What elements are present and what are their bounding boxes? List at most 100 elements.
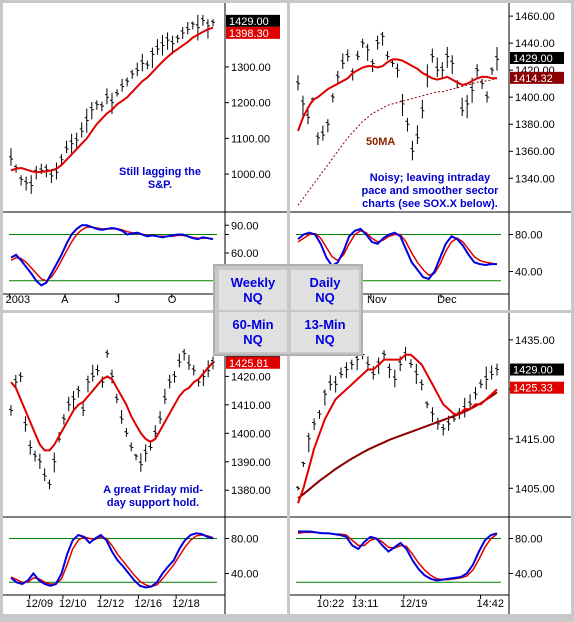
panel-daily-ytick-label-3: 1400.00 <box>515 92 555 104</box>
legend-60min-line2: NQ <box>243 332 263 347</box>
panel-weekly-price-bar-40 <box>211 19 215 27</box>
panel-weekly-background <box>3 3 287 310</box>
panel-daily-price-bar-16 <box>375 35 380 50</box>
panel-daily-price-bar-14 <box>365 43 370 61</box>
panel-min13-price-bar-33 <box>473 386 478 400</box>
panel-weekly-xtick-label-1: A <box>61 294 69 306</box>
panel-daily-price-bar-13 <box>360 38 365 49</box>
panel-daily-ytick-label-6: 1340.00 <box>515 173 555 185</box>
panel-min13-moving-average-line <box>297 353 498 504</box>
panel-min60-price-bar-11 <box>61 413 66 425</box>
panel-min60-price-bar-37 <box>186 354 191 371</box>
legend-weekly-line1: Weekly <box>230 275 276 290</box>
panel-weekly-price-bar-12 <box>69 133 74 156</box>
panel-min60-price-bar-29 <box>148 442 153 451</box>
panel-daily-price-bar-5 <box>320 125 325 141</box>
panel-daily-price-tag-label-1: 1414.32 <box>513 73 553 85</box>
panel-weekly-ytick-label-0: 1000.00 <box>231 169 271 181</box>
panel-weekly-price-bar-19 <box>104 88 109 105</box>
panel-daily-price-bar-19 <box>390 59 395 68</box>
panel-min60-price-bar-0 <box>9 405 13 416</box>
panel-min60-osc-tick-label-1: 40.00 <box>231 569 259 581</box>
panel-min13-price-bar-22 <box>414 363 419 385</box>
panel-daily-price-bar-22 <box>405 117 410 132</box>
panel-min60-ytick-label-3: 1390.00 <box>231 457 271 469</box>
panel-min13-price-bar-1 <box>301 461 306 468</box>
panel-min60-xtick-label-2: 12/12 <box>97 598 125 610</box>
panel-daily-price-bar-23 <box>410 140 415 161</box>
panel-weekly-xtick-label-3: O <box>168 294 177 306</box>
panel-min60-price-bar-36 <box>182 348 187 361</box>
panel-daily-ytick-label-4: 1380.00 <box>515 119 555 131</box>
panel-min13-price-bar-32 <box>468 394 473 409</box>
panel-min13-price-bar-11 <box>355 353 360 371</box>
panel-daily-price-bar-30 <box>445 46 450 68</box>
panel-min13-price-tag-1: 1425.33 <box>510 381 564 395</box>
panel-min13-price-bar-35 <box>484 366 489 390</box>
panel-weekly-price-bar-4 <box>29 175 34 194</box>
panel-min60-price-bar-3 <box>23 416 28 432</box>
panel-min60-price-tag-label-1: 1425.81 <box>229 358 269 370</box>
panel-min60-ytick-label-2: 1400.00 <box>231 428 271 440</box>
legend-60min-line1: 60-Min <box>232 317 274 332</box>
panel-min60: 1420.001410.001400.001390.001380.001429.… <box>3 313 287 614</box>
legend-cell-daily[interactable]: Daily NQ <box>291 270 359 310</box>
panel-min60-price-bar-14 <box>76 385 81 398</box>
panel-weekly-annotation-line-1: S&P. <box>148 179 172 191</box>
panel-min13-price-tag-label-1: 1425.33 <box>513 383 553 395</box>
panel-daily-price-bar-12 <box>355 50 360 61</box>
panel-daily-price-bar-29 <box>440 62 445 78</box>
panel-min60-price-bar-15 <box>81 401 86 417</box>
panel-min13-price-bar-2 <box>306 432 311 453</box>
panel-min60-price-bar-35 <box>177 353 182 368</box>
panel-min13-price-bar-24 <box>425 401 430 409</box>
legend-cell-60min[interactable]: 60-Min NQ <box>219 312 287 352</box>
panel-weekly-price-bar-3 <box>24 176 29 191</box>
panel-min60-xtick-label-1: 12/10 <box>59 598 87 610</box>
panel-daily-price-bar-39 <box>490 67 495 75</box>
panel-min60-price-bar-7 <box>42 468 47 482</box>
panel-weekly-price-bar-38 <box>200 14 205 26</box>
panel-min60-price-bar-2 <box>18 372 23 383</box>
panel-daily-price-bar-37 <box>480 78 485 90</box>
panel-min60-moving-average-line <box>10 361 214 452</box>
panel-weekly-price-bar-34 <box>180 27 185 39</box>
panel-daily-price-bar-25 <box>420 99 425 119</box>
legend-weekly-line2: NQ <box>243 290 263 305</box>
panel-min60-price-bar-23 <box>119 410 124 424</box>
panel-daily-price-bar-20 <box>395 63 400 78</box>
panel-weekly-moving-average-line <box>10 26 214 174</box>
panel-weekly-price-bar-21 <box>115 89 120 97</box>
panel-min60-price-bar-22 <box>114 393 119 404</box>
panel-min60-price-bar-16 <box>85 375 90 393</box>
panel-min13-price-bar-27 <box>441 424 446 436</box>
panel-min60-ytick-label-1: 1410.00 <box>231 400 271 412</box>
panel-weekly-price-tag-label-1: 1398.30 <box>229 28 269 40</box>
panel-min13-price-bar-34 <box>478 379 483 389</box>
panel-min60-xtick-label-3: 12/16 <box>134 598 162 610</box>
panel-min13-osc-tick-label-0: 80.00 <box>515 534 543 546</box>
panel-daily-price-bar-1 <box>300 95 305 118</box>
panel-min13-price-bar-8 <box>339 367 344 379</box>
panel-min13-price-bar-23 <box>419 379 424 391</box>
panel-weekly-osc-fast-line <box>10 224 214 287</box>
panel-min13-price-bar-37 <box>495 363 499 376</box>
panel-min60-price-bar-12 <box>66 396 71 412</box>
panel-weekly-price-bar-14 <box>79 122 84 138</box>
panel-daily-osc-tick-label-1: 40.00 <box>515 267 543 279</box>
panel-min60-osc-slow-line <box>10 534 214 588</box>
panel-min13-ytick-label-3: 1405.00 <box>515 483 555 495</box>
panel-min60-price-bar-9 <box>52 452 57 473</box>
panel-daily-price-tag-0: 1429.00 <box>510 52 564 65</box>
panel-min13-ytick-label-0: 1435.00 <box>515 335 555 347</box>
panel-daily-price-bar-17 <box>380 31 385 46</box>
panel-min60-price-bar-13 <box>71 390 76 410</box>
panel-min13-price-bar-17 <box>387 363 392 379</box>
panel-daily-price-bar-31 <box>450 55 455 75</box>
panel-min60-annotation-line-0: A great Friday mid- <box>103 484 203 496</box>
legend-cell-13min[interactable]: 13-Min NQ <box>291 312 359 352</box>
panel-daily-price-tag-1: 1414.32 <box>510 71 564 85</box>
panel-weekly-price-bar-30 <box>160 35 165 56</box>
legend-cell-weekly[interactable]: Weekly NQ <box>219 270 287 310</box>
